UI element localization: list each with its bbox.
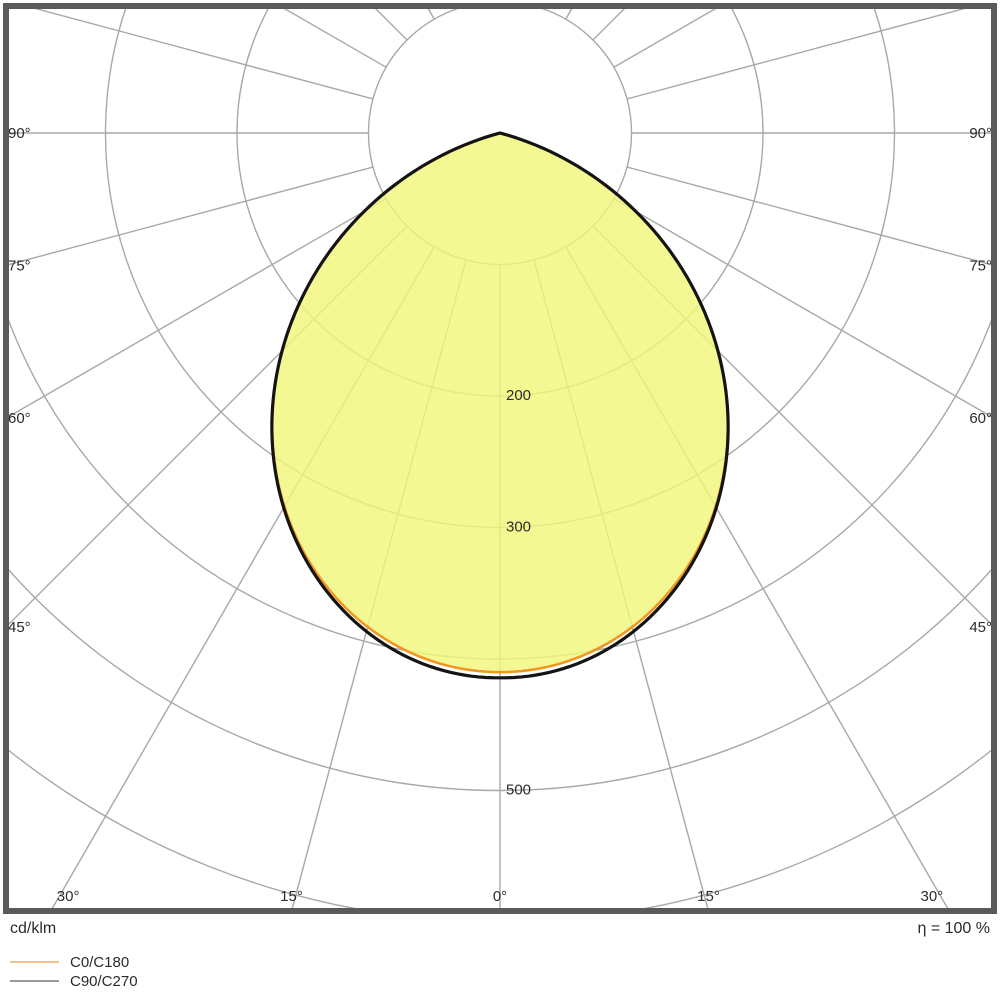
svg-text:45°: 45° [969,619,992,636]
svg-text:60°: 60° [8,410,31,427]
svg-text:200: 200 [506,387,531,404]
svg-text:15°: 15° [280,888,303,905]
svg-text:90°: 90° [969,125,992,142]
svg-text:15°: 15° [697,888,720,905]
svg-text:C90/C270: C90/C270 [70,973,138,990]
svg-text:75°: 75° [8,257,31,274]
svg-text:η = 100 %: η = 100 % [918,920,991,937]
svg-text:0°: 0° [493,888,507,905]
svg-text:75°: 75° [969,257,992,274]
svg-text:500: 500 [506,782,531,799]
svg-text:cd/klm: cd/klm [10,920,56,937]
svg-text:60°: 60° [969,410,992,427]
svg-text:45°: 45° [8,619,31,636]
svg-text:300: 300 [506,519,531,536]
svg-text:C0/C180: C0/C180 [70,954,129,971]
svg-text:30°: 30° [921,888,944,905]
svg-text:30°: 30° [57,888,80,905]
svg-text:90°: 90° [8,125,31,142]
